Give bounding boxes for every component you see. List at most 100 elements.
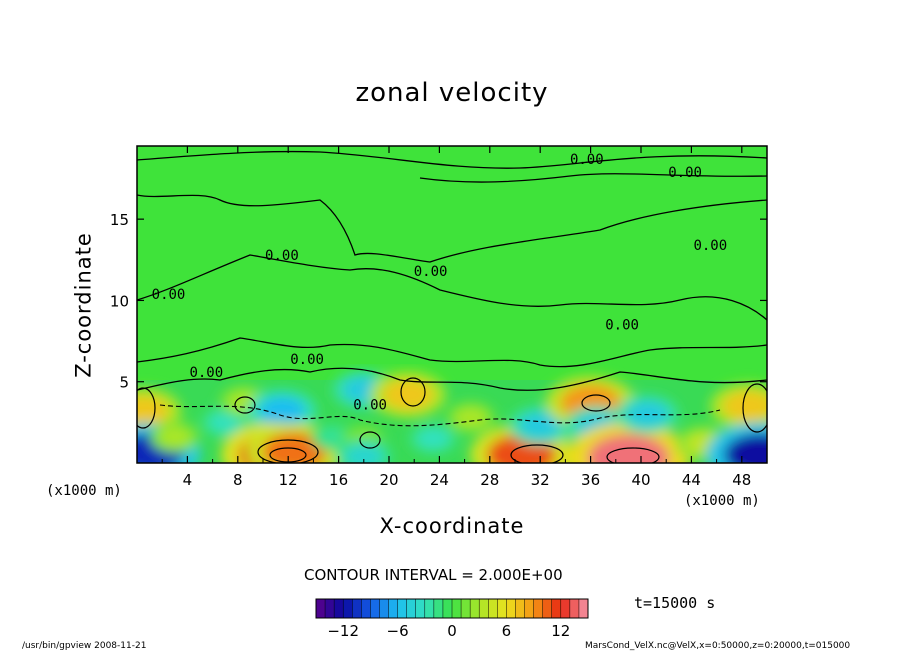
- colorbar-swatch-29: [578, 599, 589, 618]
- colorbar-swatch-8: [388, 599, 398, 618]
- colorbar-swatch-20: [497, 599, 507, 618]
- heat-core-8: [317, 427, 347, 447]
- contour-closed-8: [137, 387, 156, 429]
- colorbar-swatch-24: [533, 599, 543, 618]
- x-tick-label-0: 4: [183, 471, 193, 489]
- colorbar-swatch-4: [352, 599, 362, 618]
- colorbar-swatch-26: [551, 599, 562, 618]
- x-tick-label-1: 8: [233, 471, 243, 489]
- contour-closed-6: [606, 447, 660, 463]
- colorbar-swatch-2: [334, 599, 344, 618]
- colorbar-swatch-13: [433, 599, 444, 618]
- contour-line-mid: [137, 254, 767, 321]
- colorbar-swatch-7: [379, 599, 389, 618]
- colorbar-swatch-27: [560, 599, 571, 618]
- contour-line-upper: [137, 150, 767, 169]
- heat-core-11: [345, 444, 383, 463]
- colorbar-swatch-23: [524, 599, 534, 618]
- colorbar-tick-label-0: −12: [327, 622, 359, 640]
- contour-line-upper-3: [137, 194, 767, 263]
- contour-value-label-7: 0.00: [189, 365, 223, 381]
- heat-core-14: [454, 406, 488, 429]
- colorbar-swatch-12: [424, 599, 435, 618]
- contour-value-label-9: 0.00: [693, 238, 727, 254]
- contour-value-label-5: 0.00: [605, 318, 639, 334]
- contour-interval-label: CONTOUR INTERVAL = 2.000E+00: [304, 566, 563, 584]
- x-tick-label-6: 28: [480, 471, 499, 489]
- colorbar-swatch-22: [515, 599, 525, 618]
- plot-area: 0.00 0.00 0.00 0.00 0.00 0.00 0.00 0.00 0.00 0.00: [137, 146, 767, 463]
- colorbar-swatch-9: [397, 599, 407, 618]
- y-tick-label-1: 10: [110, 292, 129, 310]
- heat-core-22: [722, 390, 767, 422]
- contour-value-label-3: 0.00: [414, 264, 448, 280]
- colorbar-swatch-0: [316, 599, 326, 618]
- contour-closed-1: [257, 439, 319, 463]
- heat-core-12: [382, 379, 434, 411]
- contour-value-label-2: 0.00: [265, 248, 299, 264]
- footer-source: MarsCond_VelX.nc@VelX,x=0:50000,z=0:2000…: [585, 641, 851, 651]
- colorbar-swatch-6: [370, 599, 380, 618]
- contour-closed-3: [400, 377, 426, 407]
- colorbar: −12 −6 0 6 12: [315, 598, 589, 640]
- colorbar-swatch-11: [415, 599, 426, 618]
- contour-value-label-4: 0.00: [152, 287, 186, 303]
- x-tick-label-4: 20: [379, 471, 398, 489]
- colorbar-swatch-16: [461, 599, 471, 618]
- contour-line-upper-2: [419, 173, 767, 183]
- colorbar-swatch-10: [406, 599, 417, 618]
- heat-core-5: [258, 396, 306, 426]
- contour-value-label-6: 0.00: [290, 352, 324, 368]
- x-axis-unit-left: (x1000 m): [46, 483, 122, 499]
- contour-closed-9: [359, 431, 381, 449]
- colorbar-swatch-25: [542, 599, 553, 618]
- x-tick-label-10: 44: [682, 471, 701, 489]
- colorbar-swatch-15: [452, 599, 462, 618]
- contour-line-low: [137, 337, 767, 368]
- heat-core-23: [724, 433, 767, 463]
- x-axis-unit-right: (x1000 m): [684, 493, 760, 509]
- heat-core-0: [137, 395, 169, 427]
- contour-closed-5: [510, 444, 564, 463]
- contour-closed-10: [234, 396, 256, 414]
- x-tick-label-9: 40: [631, 471, 650, 489]
- contour-value-label-8: 0.00: [353, 397, 387, 413]
- colorbar-tick-label-3: 6: [502, 622, 512, 640]
- colorbar-swatch-3: [343, 599, 353, 618]
- x-tick-label-7: 32: [531, 471, 550, 489]
- colorbar-swatch-28: [569, 599, 580, 618]
- y-tick-label-0: 5: [119, 374, 129, 392]
- colorbar-swatch-17: [470, 599, 480, 618]
- heat-core-3: [208, 411, 242, 433]
- colorbar-frame: [315, 598, 589, 619]
- colorbar-swatch-18: [479, 599, 489, 618]
- contour-line-dashed: [159, 404, 721, 427]
- colorbar-swatch-1: [325, 599, 335, 618]
- x-tick-label-8: 36: [581, 471, 600, 489]
- y-tick-label-2: 15: [110, 211, 129, 229]
- colorbar-swatch-14: [442, 599, 453, 618]
- colorbar-tick-label-4: 12: [551, 622, 570, 640]
- heat-core-2: [158, 426, 192, 448]
- contour-value-label-0: 0.00: [570, 152, 604, 168]
- contour-line-low-2: [137, 367, 767, 391]
- x-tick-label-3: 16: [329, 471, 348, 489]
- x-tick-label-11: 48: [732, 471, 751, 489]
- contour-labels: 0.00 0.00 0.00 0.00 0.00 0.00 0.00 0.00 0.00 0.00: [152, 152, 728, 413]
- colorbar-swatch-5: [361, 599, 371, 618]
- colorbar-tick-label-2: 0: [447, 622, 457, 640]
- contour-closed-7: [742, 383, 767, 433]
- x-tick-label-5: 24: [430, 471, 449, 489]
- contour-layer: [137, 150, 767, 463]
- plot-frame: [136, 145, 768, 464]
- x-tick-label-2: 12: [279, 471, 298, 489]
- x-axis-label: X-coordinate: [379, 514, 525, 538]
- contour-value-label-1: 0.00: [668, 165, 702, 181]
- footer-program-date: /usr/bin/gpview 2008-11-21: [22, 641, 147, 651]
- colorbar-swatch-19: [488, 599, 498, 618]
- y-axis-label: Z-coordinate: [71, 232, 96, 378]
- time-label: t=15000 s: [634, 594, 716, 612]
- colorbar-tick-label-1: −6: [387, 622, 409, 640]
